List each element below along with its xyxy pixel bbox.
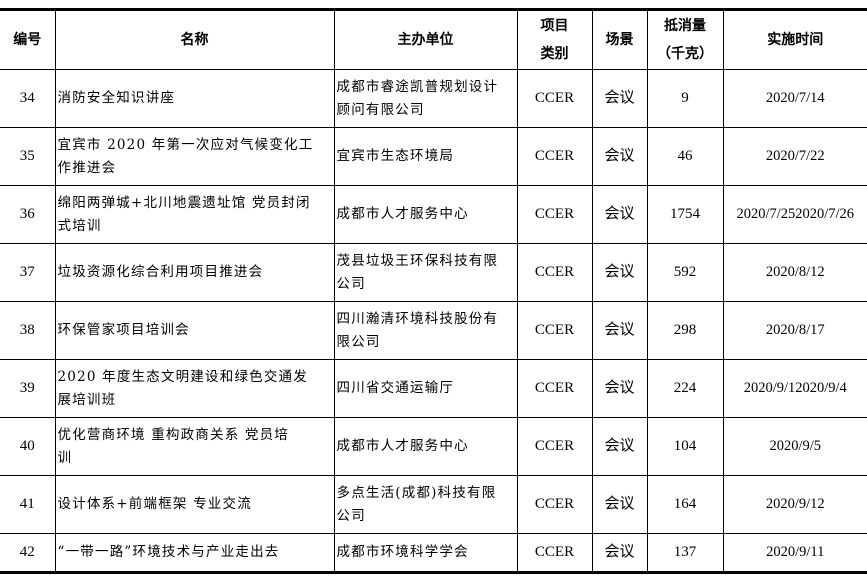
header-id: 编号 (0, 9, 55, 70)
header-scene: 场景 (591, 9, 647, 70)
cell-name: 环保管家项目培训会 (54, 301, 334, 360)
cell-date: 2020/7/14 (722, 69, 867, 128)
cell-organizer: 成都市环境科学学会 (333, 533, 517, 573)
header-name: 名称 (54, 9, 334, 70)
cell-organizer: 成都市人才服务中心 (333, 417, 517, 476)
header-offset: 抵消量 （千克） (646, 9, 723, 70)
cell-name: 设计体系+前端框架 专业交流 (54, 475, 334, 534)
cell-offset: 592 (646, 243, 723, 302)
cell-type: CCER (516, 417, 592, 476)
cell-date: 2020/7/22 (722, 127, 867, 186)
cell-name: 消防安全知识讲座 (54, 69, 334, 128)
cell-name: 绵阳两弹城+北川地震遗址馆 党员封闭 式培训 (54, 185, 334, 244)
cell-type: CCER (516, 301, 592, 360)
cell-date: 2020/9/11 (722, 533, 867, 573)
cell-id: 42 (0, 533, 55, 573)
cell-offset: 9 (646, 69, 723, 128)
cell-scene: 会议 (591, 127, 647, 186)
table-row: 35 宜宾市 2020 年第一次应对气候变化工 作推进会 宜宾市生态环境局 CCER 会… (0, 127, 867, 186)
cell-name: 优化营商环境 重构政商关系 党员培 训 (54, 417, 334, 476)
cell-scene: 会议 (591, 533, 647, 573)
cell-date: 2020/8/12 (722, 243, 867, 302)
cell-offset: 224 (646, 359, 723, 418)
table-row: 36 绵阳两弹城+北川地震遗址馆 党员封闭 式培训 成都市人才服务中心 CCER 会议 1… (0, 185, 867, 244)
cell-date: 2020/8/17 (722, 301, 867, 360)
cell-date: 2020/7/252020/7/26 (722, 185, 867, 244)
cell-scene: 会议 (591, 475, 647, 534)
cell-id: 38 (0, 301, 55, 360)
cell-organizer: 成都市人才服务中心 (333, 185, 517, 244)
cell-name: “一带一路”环境技术与产业走出去 (54, 533, 334, 573)
cell-offset: 46 (646, 127, 723, 186)
cell-offset: 164 (646, 475, 723, 534)
cell-offset: 104 (646, 417, 723, 476)
cell-organizer: 四川瀚清环境科技股份有 限公司 (333, 301, 517, 360)
cell-scene: 会议 (591, 69, 647, 128)
cell-date: 2020/9/12 (722, 475, 867, 534)
cell-organizer: 成都市睿途凯普规划设计 顾问有限公司 (333, 69, 517, 128)
cell-type: CCER (516, 359, 592, 418)
cell-name: 垃圾资源化综合利用项目推进会 (54, 243, 334, 302)
cell-id: 41 (0, 475, 55, 534)
cell-id: 40 (0, 417, 55, 476)
cell-scene: 会议 (591, 417, 647, 476)
table-row: 34 消防安全知识讲座 成都市睿途凯普规划设计 顾问有限公司 CCER 会议 9 2020/… (0, 69, 867, 128)
cell-name: 2020 年度生态文明建设和绿色交通发 展培训班 (54, 359, 334, 418)
header-row: 编号 名称 主办单位 项目 类别 场景 抵消量 （千克） 实施时间 (0, 9, 867, 70)
cell-type: CCER (516, 243, 592, 302)
cell-date: 2020/9/12020/9/4 (722, 359, 867, 418)
cell-name: 宜宾市 2020 年第一次应对气候变化工 作推进会 (54, 127, 334, 186)
cell-type: CCER (516, 127, 592, 186)
header-type: 项目 类别 (516, 9, 592, 70)
cell-type: CCER (516, 475, 592, 534)
table-row: 41 设计体系+前端框架 专业交流 多点生活(成都)科技有限 公司 CCER 会议 164… (0, 475, 867, 534)
cell-scene: 会议 (591, 185, 647, 244)
cell-id: 34 (0, 69, 55, 128)
cell-id: 35 (0, 127, 55, 186)
activity-table: 编号 名称 主办单位 项目 类别 场景 抵消量 （千克） 实施时间 34 消防安全… (0, 8, 867, 574)
cell-id: 37 (0, 243, 55, 302)
cell-scene: 会议 (591, 243, 647, 302)
table-row: 37 垃圾资源化综合利用项目推进会 茂县垃圾王环保科技有限 公司 CCER 会议 592 2… (0, 243, 867, 302)
cell-organizer: 宜宾市生态环境局 (333, 127, 517, 186)
table-row: 42 “一带一路”环境技术与产业走出去 成都市环境科学学会 CCER 会议 137 2020… (0, 533, 867, 573)
cell-type: CCER (516, 69, 592, 128)
cell-organizer: 四川省交通运输厅 (333, 359, 517, 418)
cell-date: 2020/9/5 (722, 417, 867, 476)
cell-type: CCER (516, 185, 592, 244)
header-organizer: 主办单位 (333, 9, 517, 70)
table-row: 39 2020 年度生态文明建设和绿色交通发 展培训班 四川省交通运输厅 CCER 会议… (0, 359, 867, 418)
cell-offset: 137 (646, 533, 723, 573)
cell-offset: 298 (646, 301, 723, 360)
table-row: 38 环保管家项目培训会 四川瀚清环境科技股份有 限公司 CCER 会议 298 2020/… (0, 301, 867, 360)
cell-offset: 1754 (646, 185, 723, 244)
cell-type: CCER (516, 533, 592, 573)
cell-id: 39 (0, 359, 55, 418)
header-date: 实施时间 (722, 9, 867, 70)
cell-id: 36 (0, 185, 55, 244)
cell-organizer: 茂县垃圾王环保科技有限 公司 (333, 243, 517, 302)
table-row: 40 优化营商环境 重构政商关系 党员培 训成都市人才服务中心 CCER 会议 104 2… (0, 417, 867, 476)
cell-scene: 会议 (591, 301, 647, 360)
cell-organizer: 多点生活(成都)科技有限 公司 (333, 475, 517, 534)
cell-scene: 会议 (591, 359, 647, 418)
